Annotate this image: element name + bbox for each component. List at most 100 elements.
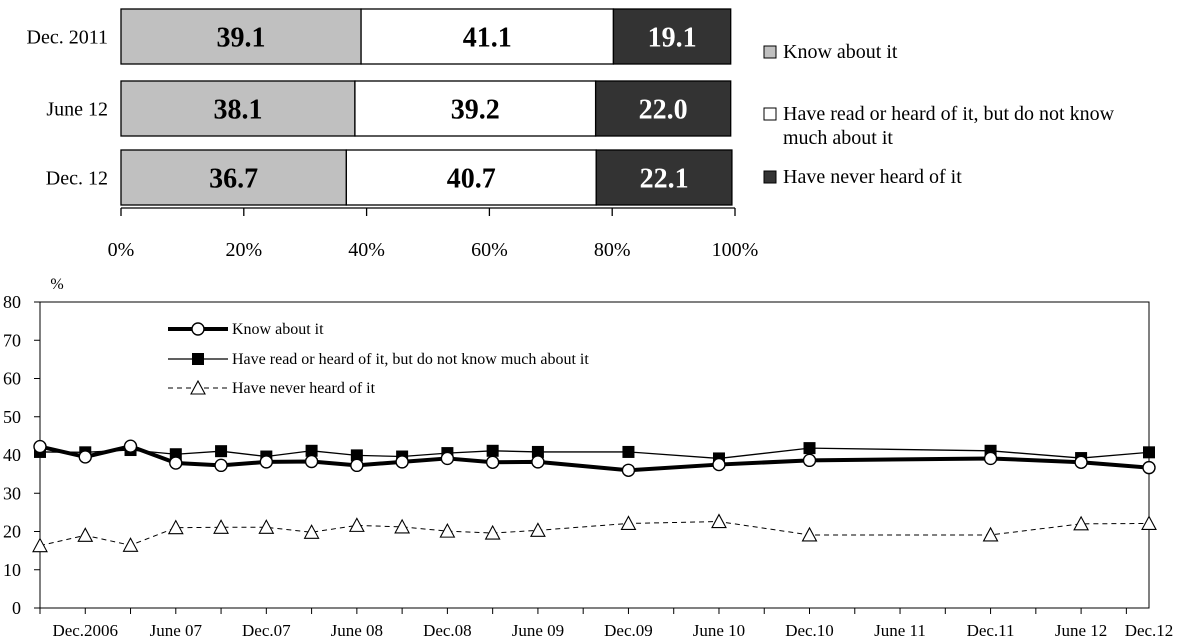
y-tick-label: 70	[3, 330, 21, 350]
bar-x-tick-label: 40%	[348, 239, 385, 261]
data-point	[122, 537, 139, 552]
y-tick-label: 80	[3, 292, 21, 312]
y-tick-label: 30	[3, 483, 21, 503]
data-point	[77, 527, 94, 542]
series-line	[39, 447, 1150, 460]
stacked-bar-chart: Dec. 2011 39.1 41.1 19.1 June 12 38.1 39.2 22.0…	[27, 8, 759, 261]
data-point	[983, 451, 998, 466]
data-point	[485, 455, 500, 469]
data-point	[484, 524, 501, 540]
data-point	[531, 455, 545, 469]
bar-data-label: 39.2	[451, 95, 500, 126]
bar-segment	[360, 8, 615, 65]
data-point	[439, 522, 456, 538]
data-point	[802, 453, 817, 468]
x-tick-label: Dec.12	[1125, 621, 1174, 640]
data-point	[531, 445, 544, 458]
bar-x-tick-label: 60%	[471, 239, 508, 261]
data-point	[394, 518, 411, 534]
line-chart: 0 10 20 30 40 50 60 70 80% Dec.2006 June 07 Dec.07 J…	[3, 276, 1173, 640]
bar-x-tick-label: 20%	[225, 239, 262, 261]
x-tick-label: Dec.09	[604, 621, 653, 640]
legend-label-continued: much about it	[783, 127, 893, 149]
data-point	[801, 526, 818, 542]
data-point	[803, 442, 816, 455]
bar-data-label: 41.1	[463, 23, 512, 54]
y-axis-unit: %	[50, 276, 63, 293]
bar-data-label: 22.0	[639, 95, 688, 126]
bar-data-label: 19.1	[648, 23, 697, 54]
bar-segment	[612, 8, 732, 65]
data-point	[304, 454, 319, 469]
data-point	[33, 439, 47, 454]
y-tick-label: 10	[3, 560, 21, 580]
x-tick-label: June 12	[1055, 621, 1107, 640]
bar-segment	[120, 80, 356, 137]
legend-label: Know about it	[783, 41, 898, 63]
legend-label: Have never heard of it	[783, 166, 962, 188]
x-tick-label: June 09	[512, 621, 564, 640]
legend-marker	[191, 322, 205, 336]
bar-data-label: 22.1	[640, 164, 689, 195]
data-point	[621, 463, 636, 477]
bar-x-tick-label: 0%	[108, 239, 135, 261]
bar-category-label: Dec. 12	[46, 168, 108, 190]
data-point	[440, 451, 455, 466]
data-point	[711, 513, 727, 529]
x-tick-label: Dec.08	[423, 621, 472, 640]
bar-segment	[345, 149, 597, 206]
data-point	[982, 526, 999, 542]
data-point	[529, 522, 546, 537]
bar-x-tick-label: 100%	[712, 239, 759, 261]
data-point	[712, 457, 726, 472]
data-point	[1073, 515, 1090, 531]
bar-chart-legend: Know about it Have read or heard of it, b…	[763, 41, 1115, 188]
data-point	[622, 445, 635, 458]
data-point	[1141, 515, 1157, 531]
data-point	[259, 455, 274, 469]
data-point	[1074, 455, 1088, 469]
bar-data-label: 36.7	[209, 164, 258, 195]
data-point	[1142, 460, 1156, 475]
legend-marker	[192, 353, 204, 365]
bar-segment	[594, 80, 732, 137]
legend-swatch	[763, 170, 777, 184]
bar-x-tick-label: 80%	[594, 239, 631, 261]
legend-swatch	[763, 45, 777, 59]
data-point	[348, 517, 365, 532]
data-point	[620, 515, 637, 531]
bar-segment	[595, 149, 733, 206]
data-point	[486, 444, 499, 457]
bar-segment	[120, 8, 362, 65]
legend-marker	[190, 379, 206, 395]
bar-data-label: 40.7	[447, 164, 496, 195]
plot-frame	[39, 301, 1150, 609]
data-point	[32, 537, 48, 553]
legend-swatch	[763, 107, 777, 121]
x-tick-label: June 07	[150, 621, 203, 640]
data-point	[123, 439, 138, 453]
y-tick-label: 40	[3, 445, 21, 465]
data-point	[303, 524, 320, 539]
data-point	[169, 456, 183, 470]
bar-category-label: June 12	[46, 99, 108, 121]
data-point	[258, 519, 275, 534]
x-tick-label: June 10	[693, 621, 745, 640]
bar-segment	[120, 149, 347, 206]
bar-segment	[354, 80, 597, 137]
data-point	[167, 519, 184, 535]
legend-label: Have never heard of it	[232, 380, 376, 397]
data-point	[213, 519, 229, 534]
x-tick-label: Dec.07	[242, 621, 291, 640]
data-point	[305, 444, 318, 457]
x-tick-label: June 08	[331, 621, 383, 640]
x-tick-label: Dec.10	[785, 621, 834, 640]
data-point	[395, 455, 409, 469]
y-tick-label: 60	[3, 369, 21, 389]
y-tick-label: 0	[12, 598, 21, 618]
data-point	[215, 445, 228, 458]
data-point	[1143, 446, 1155, 459]
x-tick-label: Dec.2006	[52, 621, 118, 640]
data-point	[350, 458, 364, 473]
series-line	[39, 521, 1150, 547]
